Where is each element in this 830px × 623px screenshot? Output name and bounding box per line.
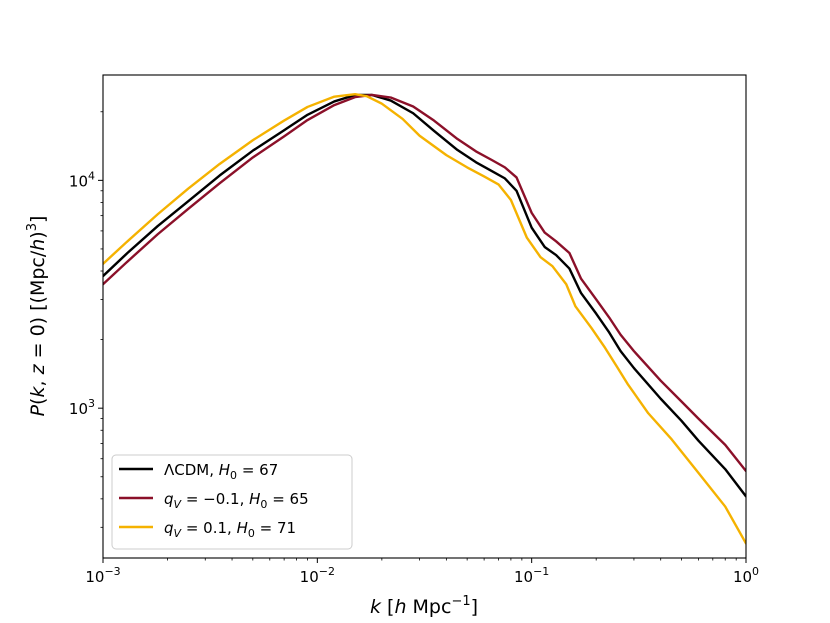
- x-tick-label: 10−3: [85, 565, 120, 586]
- series-line-2: [103, 92, 746, 545]
- x-axis-label: k [h Mpc−1]: [370, 594, 478, 618]
- legend-label-1: qV = −0.1, H0 = 65: [164, 490, 309, 511]
- series-line-1: [103, 93, 746, 473]
- x-tick-label: 10−1: [514, 565, 549, 586]
- y-tick-label: 104: [69, 169, 95, 190]
- x-tick-label: 10−2: [300, 565, 335, 586]
- legend-label-2: qV = 0.1, H0 = 71: [164, 519, 296, 540]
- series-line-0: [103, 93, 746, 498]
- legend-box: [111, 454, 353, 550]
- legend-label-0: ΛCDM, H0 = 67: [164, 461, 278, 482]
- plot-frame: [102, 74, 747, 559]
- x-tick-label: 100: [733, 565, 759, 586]
- y-axis-label: P(k, z = 0) [(Mpc/h)3]: [25, 216, 49, 417]
- y-tick-label: 103: [69, 397, 95, 418]
